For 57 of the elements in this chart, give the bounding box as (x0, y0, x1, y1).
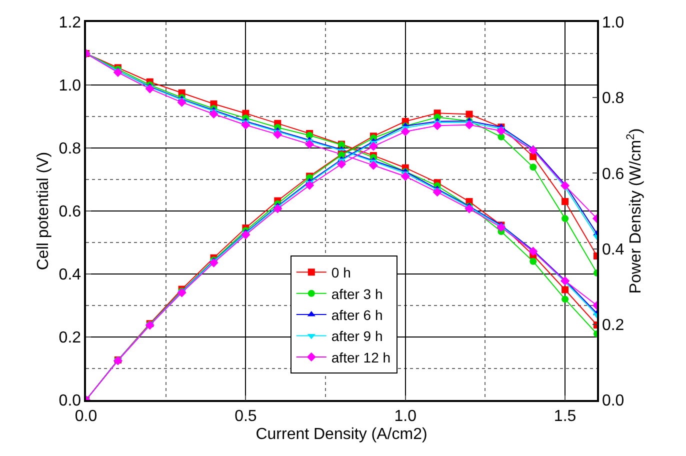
y-tick-label: 0.4 (58, 266, 82, 284)
legend-label: after 3 h (331, 286, 383, 302)
point (528, 246, 538, 256)
y-tick-label: 0.8 (58, 140, 82, 158)
point (530, 164, 537, 171)
y2-tick-label: 0.8 (602, 90, 624, 108)
y2-tick-label: 0.4 (602, 241, 624, 258)
point (113, 68, 122, 77)
y-tick-label: 0.0 (58, 392, 82, 410)
y2-tick-label: 0.6 (602, 166, 624, 183)
legend-label: after 6 h (331, 307, 383, 323)
legend-label: after 9 h (331, 328, 383, 344)
point (432, 188, 442, 197)
point (562, 296, 569, 303)
point (530, 153, 537, 160)
point (562, 198, 569, 206)
y-tick-label: 0.6 (58, 204, 82, 221)
point (560, 181, 570, 190)
point (209, 109, 218, 119)
legend-label: 0 h (331, 264, 351, 281)
y2-tick-label: 1.0 (602, 14, 624, 32)
point (562, 286, 569, 294)
y-tick-label: 1.2 (58, 14, 82, 32)
x-axis-title: Current Density (A/cm2) (256, 426, 428, 444)
point (400, 127, 410, 136)
point (464, 120, 474, 130)
point (305, 140, 314, 149)
y-tick-label: 1.0 (58, 78, 82, 95)
point (400, 172, 410, 181)
point (241, 230, 250, 240)
point (496, 126, 506, 136)
point (432, 121, 442, 130)
point (560, 276, 570, 286)
point (336, 160, 346, 169)
point (273, 204, 282, 214)
x-tick-label: 1.5 (554, 408, 576, 425)
point (562, 215, 569, 222)
point (209, 258, 218, 268)
x-tick-label: 1.0 (394, 408, 417, 425)
point (305, 180, 314, 190)
y2-tick-label: 0.0 (602, 392, 624, 410)
x-tick-label: 0.5 (234, 408, 257, 425)
point (530, 258, 537, 265)
legend-label: after 12 h (331, 349, 391, 366)
point (177, 98, 186, 107)
point (145, 84, 154, 94)
point (466, 110, 473, 118)
point (368, 160, 378, 170)
y2-tick-label: 0.2 (602, 317, 624, 334)
point (464, 204, 474, 214)
point (368, 142, 378, 151)
point (241, 120, 250, 130)
point (528, 146, 538, 155)
y-tick-label: 0.2 (58, 330, 82, 347)
x-tick-label: 0.0 (74, 408, 98, 425)
y-axis-title: Cell potential (V) (35, 152, 52, 270)
point (273, 130, 282, 139)
